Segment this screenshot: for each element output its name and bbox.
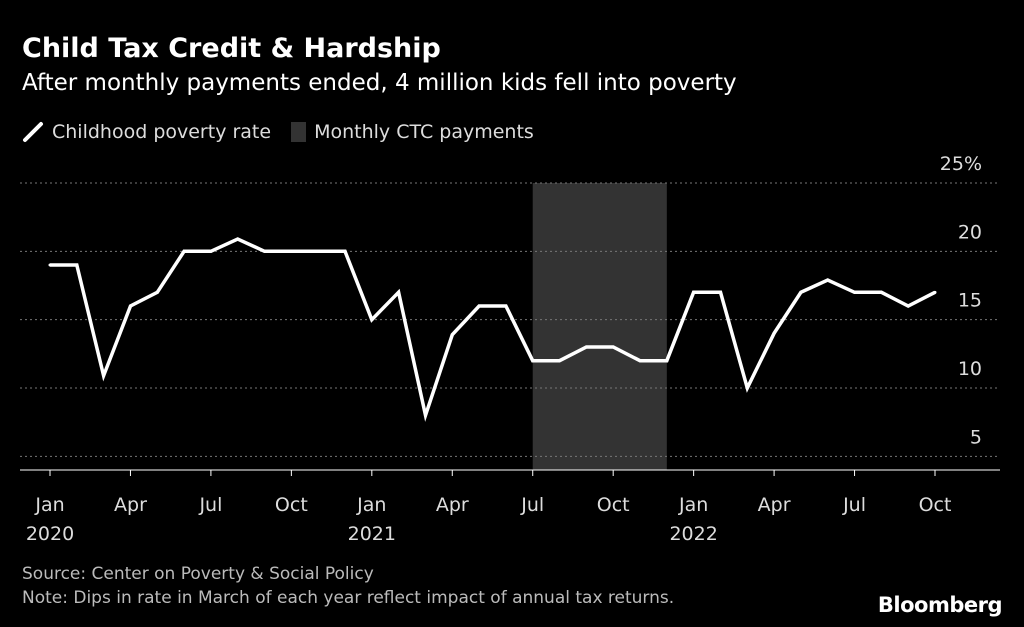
data-point (48, 263, 52, 267)
data-point (772, 331, 776, 335)
data-point (879, 290, 883, 294)
data-point (718, 290, 722, 294)
data-point (692, 290, 696, 294)
data-point (638, 359, 642, 363)
chart-legend: Childhood poverty rate Monthly CTC payme… (22, 119, 554, 145)
poverty-rate-line (50, 237, 936, 422)
x-tick-label: Oct (919, 494, 952, 516)
x-tick-label: Jul (842, 494, 866, 516)
data-point (558, 359, 562, 363)
data-point (665, 359, 669, 363)
data-point (370, 318, 374, 322)
x-year-label: 2021 (348, 523, 396, 545)
data-point (531, 359, 535, 363)
legend-label-poverty-rate: Childhood poverty rate (52, 121, 272, 143)
data-point (263, 249, 267, 253)
legend-label-ctc-payments: Monthly CTC payments (314, 121, 534, 143)
x-tick-label: Jan (34, 494, 64, 516)
data-point (477, 304, 481, 308)
legend-line-icon (23, 122, 43, 142)
y-tick-label: 10 (958, 358, 982, 380)
note-text: Note: Dips in rate in March of each year… (22, 588, 675, 608)
data-point (102, 374, 106, 378)
bloomberg-logo: Bloomberg (877, 593, 1003, 617)
legend-band-swatch (291, 122, 307, 142)
chart-title: Child Tax Credit & Hardship (22, 33, 441, 64)
y-tick-label: 5 (970, 426, 982, 448)
data-point (75, 263, 79, 267)
data-point (799, 290, 803, 294)
data-point (289, 249, 293, 253)
data-point (906, 304, 910, 308)
data-point (450, 333, 454, 337)
ctc-payments-band (532, 183, 667, 470)
x-year-label: 2022 (669, 523, 717, 545)
data-point (397, 290, 401, 294)
x-tick-label: Oct (275, 494, 308, 516)
x-tick-label: Jan (678, 494, 708, 516)
data-point (343, 249, 347, 253)
x-tick-label: Apr (436, 494, 469, 516)
x-tick-label: Apr (758, 494, 791, 516)
source-text: Source: Center on Poverty & Social Polic… (22, 564, 374, 584)
data-point (316, 249, 320, 253)
x-tick-label: Jan (356, 494, 386, 516)
x-year-label: 2020 (26, 523, 74, 545)
chart-subtitle: After monthly payments ended, 4 million … (22, 70, 737, 96)
x-tick-label: Jul (198, 494, 222, 516)
data-point (826, 278, 830, 282)
data-point (128, 304, 132, 308)
x-tick-label: Apr (114, 494, 147, 516)
data-point (933, 290, 937, 294)
data-point (182, 249, 186, 253)
y-tick-label: 15 (958, 290, 982, 312)
y-tick-label: 20 (958, 221, 982, 243)
x-tick-label: Oct (597, 494, 630, 516)
data-point (853, 290, 857, 294)
data-point (423, 413, 427, 417)
data-point (155, 290, 159, 294)
data-point (209, 249, 213, 253)
legend-item-poverty-rate: Childhood poverty rate (22, 121, 271, 143)
data-point (745, 386, 749, 390)
y-tick-label: 25% (940, 153, 982, 175)
data-point (611, 345, 615, 349)
data-point (236, 237, 240, 241)
data-point (504, 304, 508, 308)
data-point (584, 345, 588, 349)
legend-item-ctc-payments: Monthly CTC payments (291, 121, 534, 143)
x-tick-label: Jul (520, 494, 544, 516)
